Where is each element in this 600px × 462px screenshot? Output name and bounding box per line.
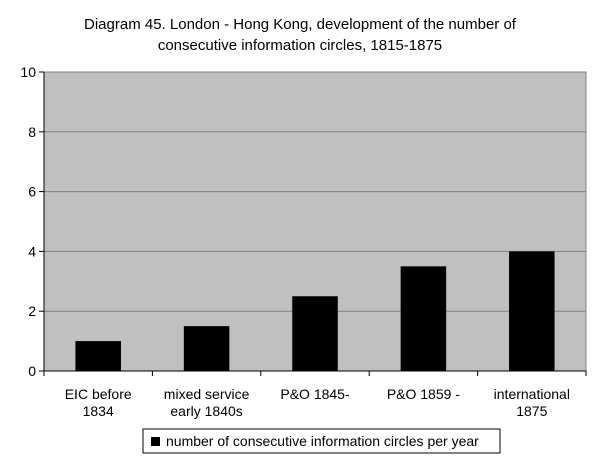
y-axis: 0 2 4 6 8 10: [20, 64, 45, 379]
y-tick-label: 4: [28, 243, 36, 259]
chart-title-line-1: Diagram 45. London - Hong Kong, developm…: [84, 16, 517, 33]
y-tick-label: 2: [28, 303, 36, 319]
y-tick-label: 10: [20, 64, 36, 80]
legend-swatch: [151, 437, 160, 446]
y-tick-label: 8: [28, 124, 36, 140]
legend-label: number of consecutive information circle…: [166, 433, 479, 449]
y-tick-label: 0: [28, 363, 36, 379]
x-category-label: international: [494, 386, 570, 402]
bar: [400, 266, 447, 371]
x-category-label: early 1840s: [170, 403, 242, 419]
bar: [183, 326, 230, 371]
chart-title-line-2: consecutive information circles, 1815-18…: [158, 37, 442, 54]
bars: [75, 251, 555, 371]
bar: [75, 341, 121, 371]
bar: [509, 251, 555, 371]
x-category-label: P&O 1845-: [280, 386, 350, 402]
x-category-label: 1834: [83, 403, 114, 419]
x-category-label: P&O 1859 -: [387, 386, 460, 402]
x-category-label: EIC before: [65, 386, 132, 402]
legend: number of consecutive information circle…: [142, 428, 501, 454]
x-category-label: 1875: [516, 403, 547, 419]
chart-title: Diagram 45. London - Hong Kong, developm…: [84, 16, 517, 54]
y-tick-label: 6: [28, 184, 36, 200]
bar: [292, 296, 338, 371]
x-category-label: mixed service: [164, 386, 250, 402]
legend-box: [142, 428, 501, 454]
